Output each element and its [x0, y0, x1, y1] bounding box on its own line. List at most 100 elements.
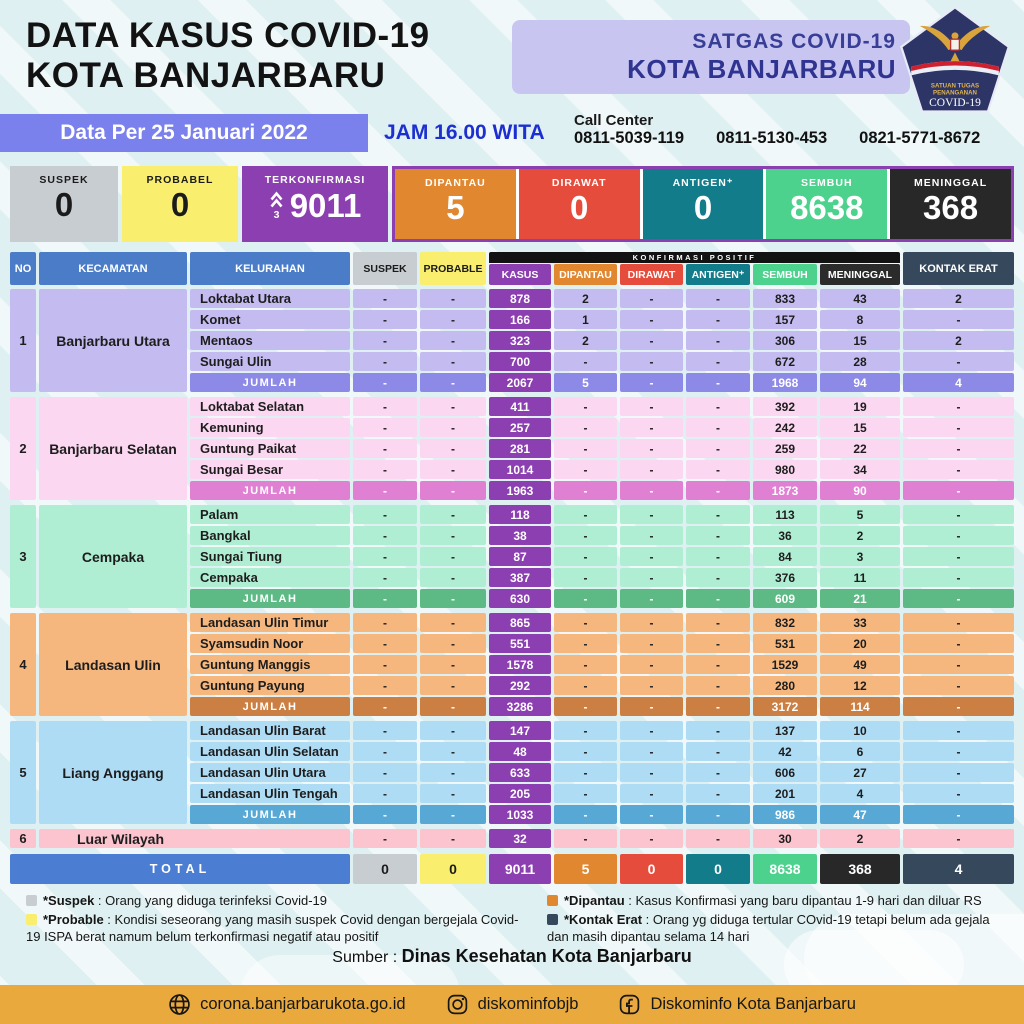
footer-item-label: Diskominfo Kota Banjarbaru: [650, 995, 856, 1013]
value-cell: -: [353, 310, 417, 329]
total-row: TOTAL 0 0 9011 5 0 0 8638 368 4: [10, 854, 1014, 884]
value-cell: -: [420, 418, 486, 437]
total-value: 5: [554, 854, 617, 884]
value-cell: -: [620, 289, 683, 308]
value-cell: -: [420, 742, 486, 761]
legend-desc: : Orang yg diduga tertular COvid-19 teta…: [547, 911, 990, 944]
value-cell: -: [420, 589, 486, 608]
kelurahan-name: Guntung Payung: [190, 676, 350, 695]
value-cell: 33: [820, 613, 900, 632]
table-row: Landasan Ulin Barat - -147- - -137 10-: [190, 721, 1014, 740]
value-cell: -: [420, 526, 486, 545]
total-value: 0: [686, 854, 750, 884]
total-value: 0: [353, 854, 417, 884]
kasus-cell: 633: [489, 763, 551, 782]
value-cell: -: [686, 418, 750, 437]
value-cell: -: [353, 829, 417, 848]
value-cell: -: [686, 373, 750, 392]
summary-card-value: 8638: [790, 189, 864, 226]
value-cell: -: [903, 829, 1014, 848]
kelurahan-name: Landasan Ulin Barat: [190, 721, 350, 740]
column-header-kontak-erat: KONTAK ERAT: [903, 252, 1014, 285]
value-cell: -: [620, 331, 683, 350]
kasus-cell: 551: [489, 634, 551, 653]
report-date-bar: Data Per 25 Januari 2022: [0, 114, 368, 152]
kelurahan-name: Sungai Tiung: [190, 547, 350, 566]
legend-term: *Suspek: [43, 893, 95, 908]
value-cell: 157: [753, 310, 817, 329]
value-cell: -: [903, 613, 1014, 632]
value-cell: -: [353, 613, 417, 632]
value-cell: -: [420, 721, 486, 740]
value-cell: 28: [820, 352, 900, 371]
jumlah-label: JUMLAH: [190, 373, 350, 392]
value-cell: 242: [753, 418, 817, 437]
probable-swatch: [26, 913, 37, 925]
kecamatan-group-liang-anggang: 5 Liang Anggang Landasan Ulin Barat - -147- -…: [10, 721, 1014, 824]
value-cell: -: [620, 721, 683, 740]
value-cell: 15: [820, 418, 900, 437]
value-cell: -: [620, 763, 683, 782]
value-cell: -: [353, 763, 417, 782]
value-cell: 376: [753, 568, 817, 587]
total-value: 368: [820, 854, 900, 884]
summary-card-value: 0: [693, 189, 713, 226]
value-cell: -: [554, 829, 617, 848]
total-label: TOTAL: [10, 854, 350, 884]
kecamatan-group-banjarbaru-selatan: 2 Banjarbaru Selatan Loktabat Selatan - -411…: [10, 397, 1014, 500]
value-cell: 986: [753, 805, 817, 824]
summary-card-value: 368: [923, 189, 979, 226]
value-cell: 22: [820, 439, 900, 458]
footer-item-diskominfo-kota-banjarbaru: Diskominfo Kota Banjarbaru: [618, 993, 856, 1016]
kasus-cell: 32: [489, 829, 551, 848]
legend-term: *Probable: [43, 911, 104, 927]
row-number: 2: [10, 397, 36, 500]
value-cell: -: [620, 742, 683, 761]
table-row: Sungai Tiung - -87- - -84 3-: [190, 547, 1014, 566]
call-center-numbers: 0811-5039-119 0811-5130-453 0821-5771-8672: [574, 129, 980, 148]
value-cell: 2: [820, 829, 900, 848]
kecamatan-group-landasan-ulin: 4 Landasan Ulin Landasan Ulin Timur - -865- -…: [10, 613, 1014, 716]
value-cell: 2: [903, 331, 1014, 350]
value-cell: -: [686, 460, 750, 479]
summary-card-label: DIPANTAU: [425, 177, 486, 189]
value-cell: -: [420, 547, 486, 566]
column-header-no: NO: [10, 252, 36, 285]
table-row: Cempaka - -387- - -376 11-: [190, 568, 1014, 587]
value-cell: -: [620, 568, 683, 587]
table-row: Landasan Ulin Utara - -633- - -606 27-: [190, 763, 1014, 782]
value-cell: -: [554, 721, 617, 740]
value-cell: 1968: [753, 373, 817, 392]
value-cell: 259: [753, 439, 817, 458]
page-title-line1: DATA KASUS COVID-19: [26, 16, 430, 55]
legend-desc: : Kasus Konfirmasi yang baru dipantau 1-…: [624, 893, 982, 908]
value-cell: -: [903, 784, 1014, 803]
summary-card-label: MENINGGAL: [914, 177, 988, 189]
column-header-meninggal: MENINGGAL: [820, 264, 900, 285]
kasus-cell: 878: [489, 289, 551, 308]
value-cell: -: [353, 397, 417, 416]
summary-card-label: DIRAWAT: [551, 177, 607, 189]
kelurahan-name: Landasan Ulin Utara: [190, 763, 350, 782]
value-cell: 137: [753, 721, 817, 740]
value-cell: -: [620, 655, 683, 674]
table-row: Landasan Ulin Tengah - -205- - -201 4-: [190, 784, 1014, 803]
footer-item-corona-banjarbarukota-go-id: corona.banjarbarukota.go.id: [168, 993, 406, 1016]
value-cell: -: [903, 697, 1014, 716]
value-cell: -: [554, 763, 617, 782]
value-cell: -: [686, 655, 750, 674]
data-source-line: Sumber : Dinas Kesehatan Kota Banjarbaru: [0, 946, 1024, 967]
summary-card-value: 0: [170, 186, 190, 223]
value-cell: -: [903, 589, 1014, 608]
kasus-cell: 3286: [489, 697, 551, 716]
value-cell: -: [420, 613, 486, 632]
total-value: 4: [903, 854, 1014, 884]
summary-card-terkonfirmasi: TERKONFIRMASI 3 9011: [242, 166, 388, 242]
value-cell: 10: [820, 721, 900, 740]
value-cell: -: [903, 634, 1014, 653]
value-cell: -: [554, 805, 617, 824]
value-cell: -: [620, 697, 683, 716]
value-cell: -: [353, 634, 417, 653]
legend-right: *Dipantau : Kasus Konfirmasi yang baru d…: [547, 893, 1010, 948]
kecamatan-name: Landasan Ulin: [39, 613, 187, 716]
